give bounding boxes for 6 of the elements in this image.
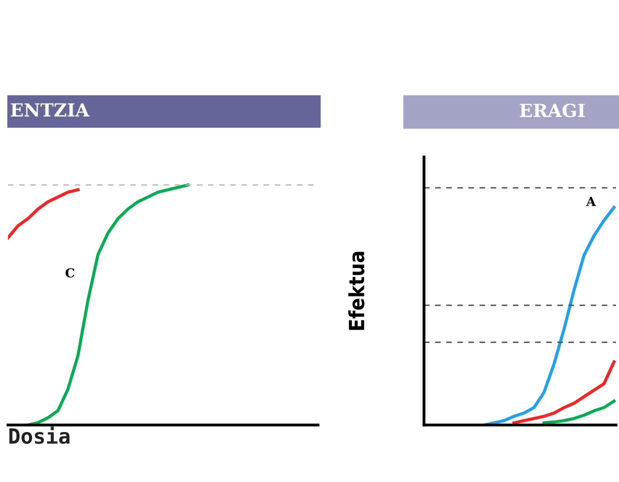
chart-title: ERAGI	[520, 104, 585, 118]
x-axis-title: Dosia	[9, 426, 70, 444]
y-axis-title: Efektua	[348, 252, 364, 330]
text: A	[586, 196, 596, 206]
chart-title: ENTZIA	[10, 103, 90, 116]
annotation: C	[66, 268, 74, 278]
